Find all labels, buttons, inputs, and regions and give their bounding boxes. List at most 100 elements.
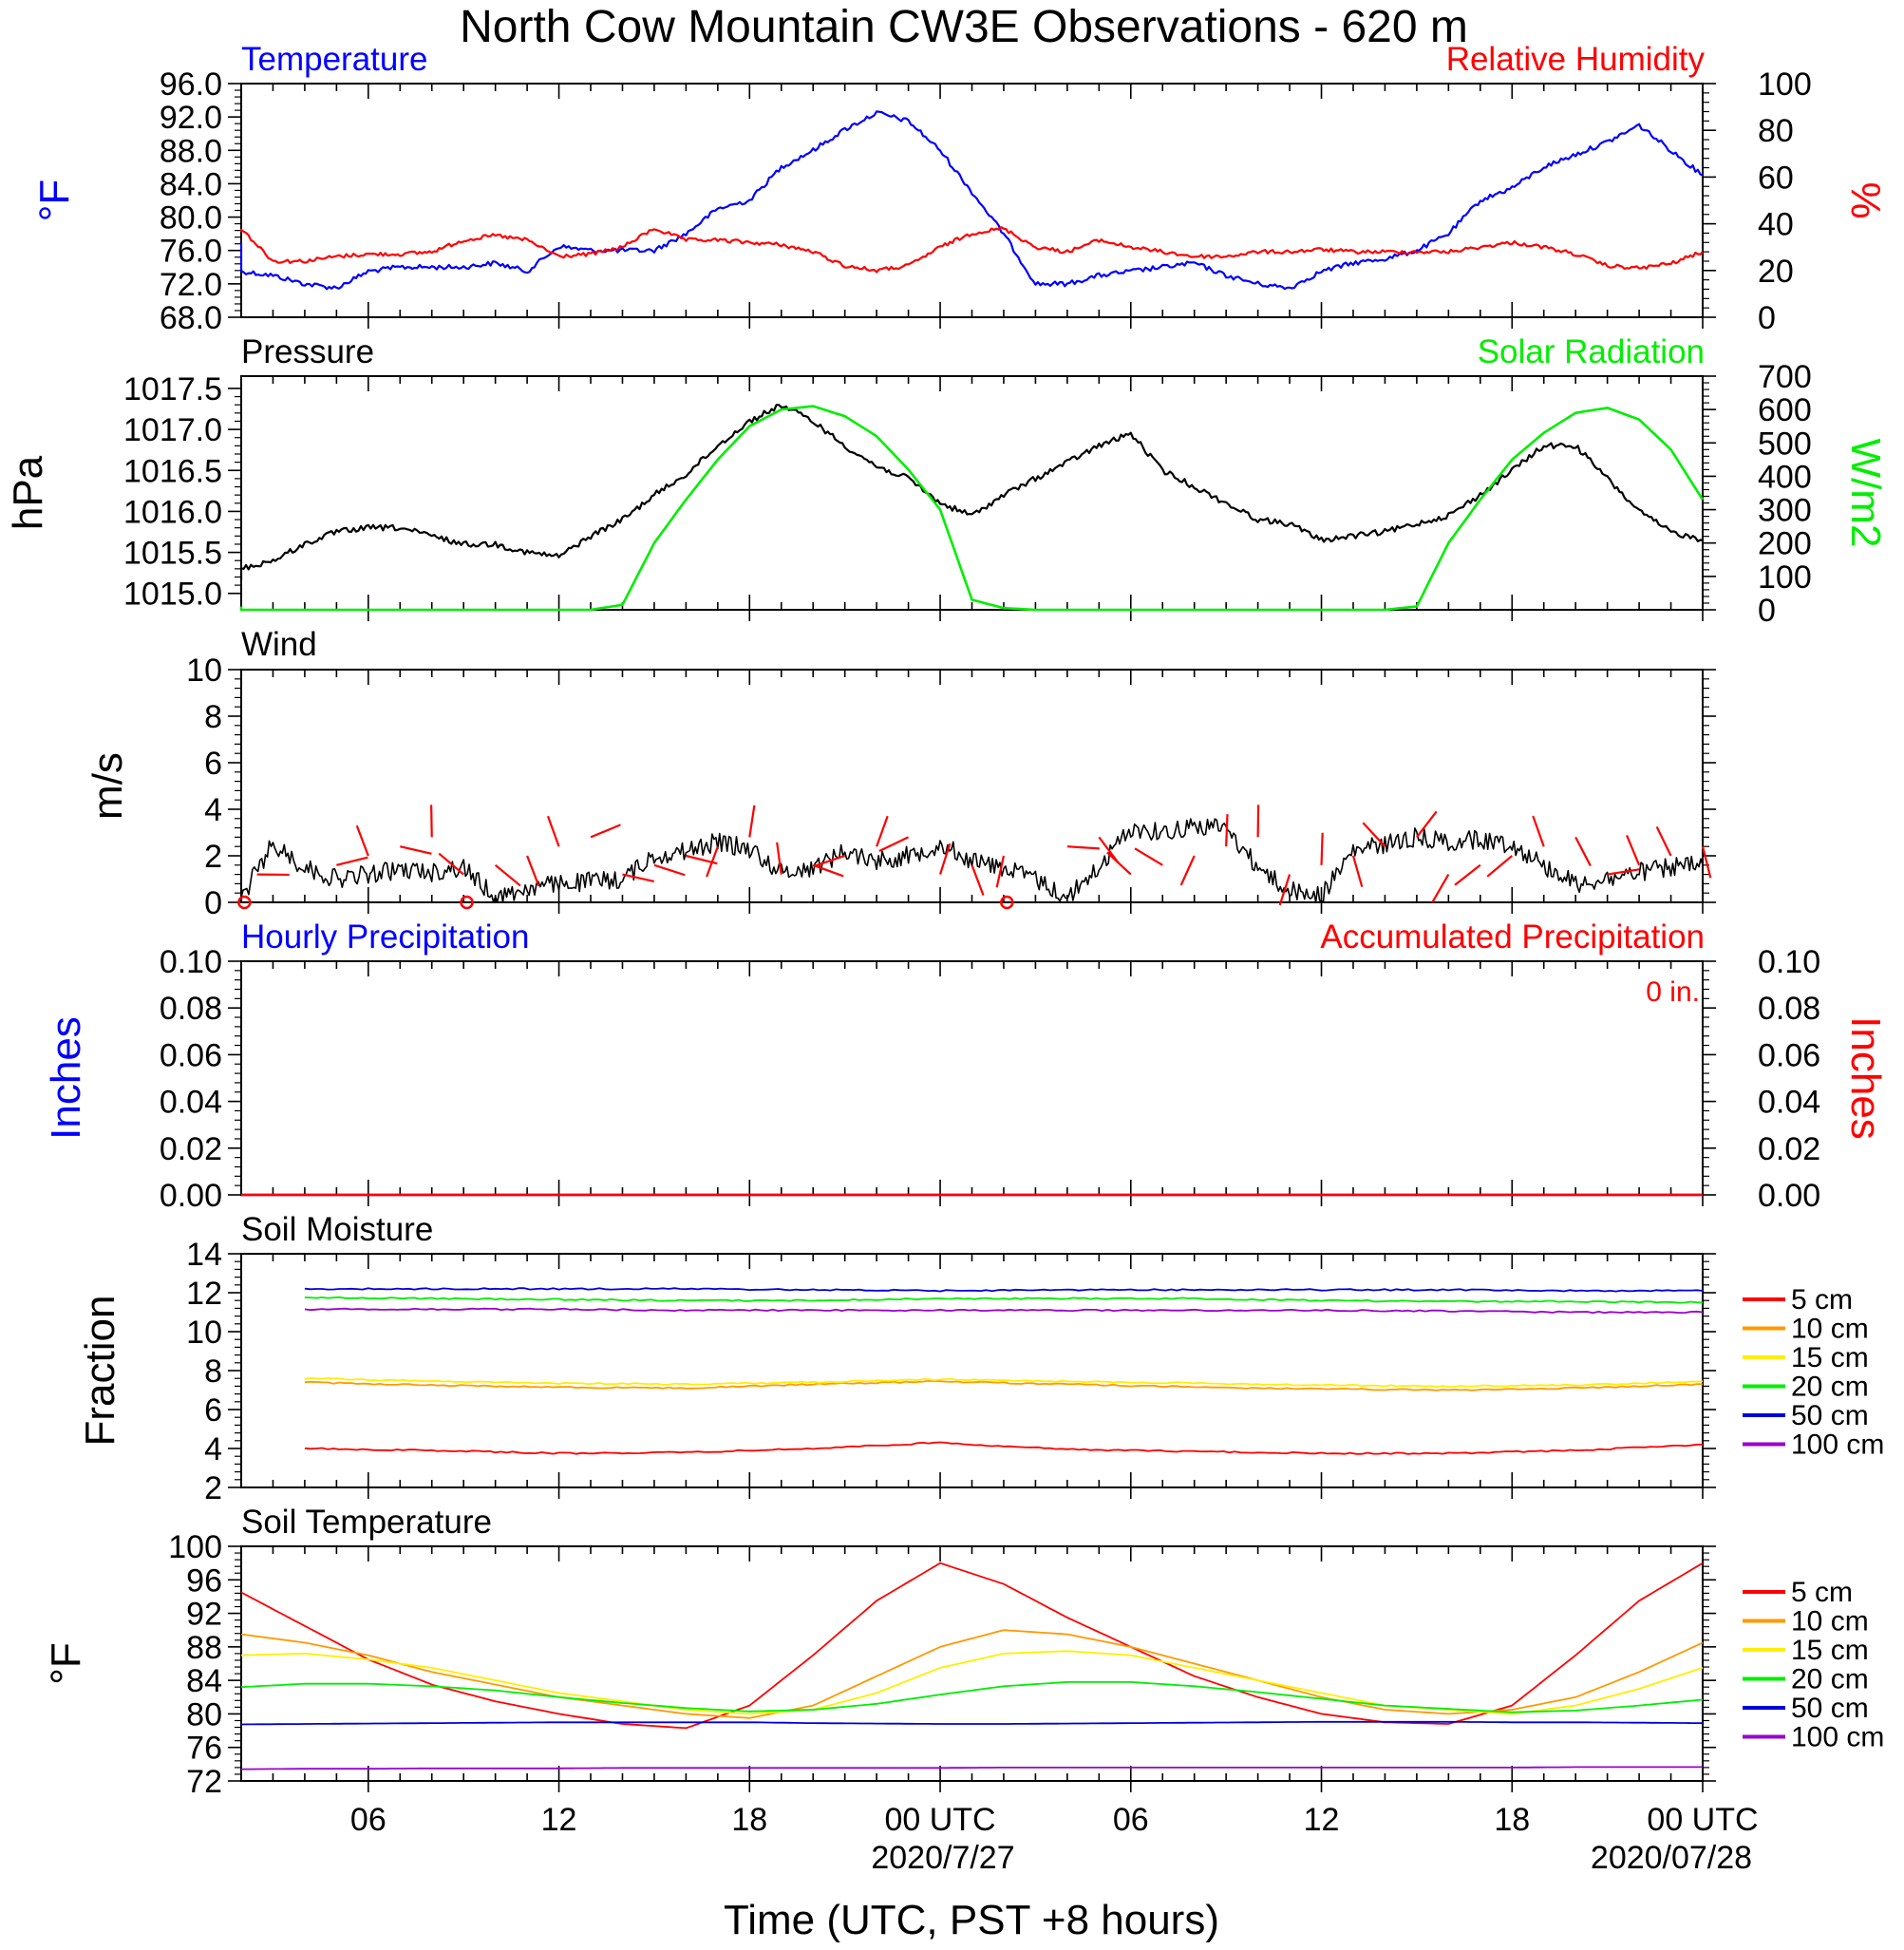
y-tick-label-left: 12: [186, 1276, 222, 1312]
wind-barb: [812, 863, 844, 878]
y-tick-label-left: 6: [204, 1392, 222, 1429]
legend-label-50cm: 50 cm: [1791, 1400, 1869, 1431]
y-tick-label-left: 96.0: [160, 66, 222, 103]
wind-barb: [355, 824, 369, 857]
series-line-20-cm: [304, 1296, 1704, 1304]
y-tick-label-left: 92.0: [160, 100, 222, 136]
x-tick-labels: 06 12 18 00 UTC 06 12 18 00 UTC: [350, 1802, 1759, 1838]
series-line-relative-humidity: [239, 226, 1704, 274]
y-tick-label-left: 0.10: [160, 944, 222, 980]
y-tick-label-right: 200: [1758, 526, 1812, 562]
panel-title-left: Temperature: [241, 41, 427, 78]
chart-title: North Cow Mountain CW3E Observations - 6…: [460, 2, 1468, 52]
precip-total-label: 0 in.: [1646, 976, 1700, 1008]
wind-barb: [1532, 815, 1545, 847]
wind-barb: [938, 842, 952, 875]
y-tick-label-left: 80.0: [160, 200, 222, 237]
series-line-15-cm: [240, 1650, 1704, 1715]
y-tick-label-right: 0: [1758, 593, 1776, 629]
wind-barb: [878, 836, 910, 853]
y-axis-unit-left: °F: [43, 1642, 89, 1684]
wind-barb: [430, 805, 433, 838]
wind-barb: [1416, 810, 1438, 839]
y-axis-unit-right: %: [1842, 181, 1889, 218]
legend-label-100cm: 100 cm: [1791, 1722, 1884, 1753]
x-date-label-2: 2020/07/28: [1591, 1840, 1752, 1876]
y-tick-label-left: 76.0: [160, 234, 222, 270]
y-tick-label-left: 88.0: [160, 133, 222, 169]
panel-precipitation: 0.10 0.08 0.06 0.04 0.02 0.00 0.10 0.08 0.06 0.04…: [43, 918, 1889, 1214]
y-tick-label-left: 84: [186, 1663, 222, 1699]
y-tick-label-right: 0.10: [1758, 944, 1820, 980]
panel-temperature-humidity: 96.092.088.084.080.076.072.068.0 100 80 60 4…: [31, 41, 1889, 336]
y-axis-unit-left: Inches: [43, 1016, 89, 1140]
series-line-pressure: [239, 404, 1704, 580]
y-tick-label-left: 8: [204, 699, 222, 735]
legend-label-15cm: 15 cm: [1791, 1635, 1869, 1666]
y-tick-label-right: 400: [1758, 459, 1812, 495]
wind-barb: [995, 855, 1006, 888]
y-tick-label-left: 0.02: [160, 1131, 222, 1167]
y-tick-label-left: 92: [186, 1597, 222, 1633]
x-tick-label: 06: [1113, 1802, 1149, 1838]
x-tick-label: 12: [1304, 1802, 1340, 1838]
y-tick-label-left: 2: [204, 1470, 222, 1506]
y-tick-label-left: 0.08: [160, 991, 222, 1027]
series-line-5-cm: [240, 1562, 1704, 1730]
y-tick-label-left: 1017.0: [123, 412, 222, 448]
wind-barb: [526, 855, 540, 887]
y-tick-label-left: 100: [168, 1529, 222, 1565]
y-tick-label-left: 68.0: [160, 300, 222, 336]
series-line-10-cm: [240, 1629, 1704, 1719]
y-tick-label-right: 300: [1758, 493, 1812, 529]
wind-barb: [1454, 863, 1481, 886]
y-tick-label-right: 40: [1758, 207, 1794, 243]
y-tick-label-right: 600: [1758, 392, 1812, 428]
wind-barb: [776, 842, 782, 875]
wind-barb: [653, 863, 686, 877]
x-axis-title: Time (UTC, PST +8 hours): [724, 1897, 1219, 1943]
calm-wind-marker: [460, 895, 474, 910]
y-tick-label-right: 0.02: [1758, 1131, 1820, 1167]
y-axis-unit-left: hPa: [5, 455, 51, 530]
panel-pressure-solar: 1017.5 1017.0 1016.5 1016.0 1015.5 1015.0 7006…: [5, 333, 1889, 629]
wind-barb: [1106, 851, 1132, 876]
y-tick-label-left: 80: [186, 1696, 222, 1732]
x-tick-label: 18: [731, 1802, 767, 1838]
series-line-100-cm: [241, 1766, 1703, 1770]
y-tick-label-left: 72.0: [160, 267, 222, 303]
y-tick-label-left: 6: [204, 746, 222, 782]
series-line-50-cm: [240, 1720, 1703, 1726]
panel-title-left: Soil Temperature: [241, 1504, 492, 1541]
panel-title-right: Accumulated Precipitation: [1320, 918, 1705, 956]
x-axis: 06 12 18 00 UTC 06 12 18 00 UTC 2020/7/27 2020/…: [350, 1802, 1759, 1943]
y-tick-label-left: 1015.0: [123, 577, 222, 613]
series-line-10-cm: [304, 1380, 1704, 1392]
wind-barb: [706, 845, 719, 878]
y-tick-label-left: 0: [204, 885, 222, 921]
wind-barb: [622, 873, 654, 883]
y-tick-label-right: 700: [1758, 359, 1812, 395]
wind-barb: [438, 852, 464, 876]
wind-barb: [1351, 855, 1364, 888]
y-tick-label-right: 500: [1758, 426, 1812, 462]
wind-barb: [1362, 822, 1386, 847]
x-tick-label: 12: [541, 1802, 577, 1838]
y-tick-label-right: 0.08: [1758, 991, 1820, 1027]
y-tick-label-right: 0.06: [1758, 1037, 1820, 1073]
wind-barb: [1607, 868, 1640, 876]
plot-frame: [240, 1545, 1704, 1782]
wind-barb: [1486, 855, 1513, 878]
y-tick-label-right: 0.00: [1758, 1178, 1820, 1214]
y-tick-label-left: 1016.5: [123, 453, 222, 489]
y-tick-label-left: 0.00: [160, 1178, 222, 1214]
y-tick-label-left: 0.04: [160, 1085, 222, 1121]
panel-title-left: Hourly Precipitation: [241, 918, 529, 956]
wind-barb: [494, 863, 521, 887]
panel-title-left: Pressure: [241, 333, 374, 370]
panel-wind: 10 8 6 4 2 0 Wind m/s: [85, 626, 1716, 921]
y-tick-label-left: 88: [186, 1630, 222, 1666]
wind-barb: [1225, 814, 1229, 847]
